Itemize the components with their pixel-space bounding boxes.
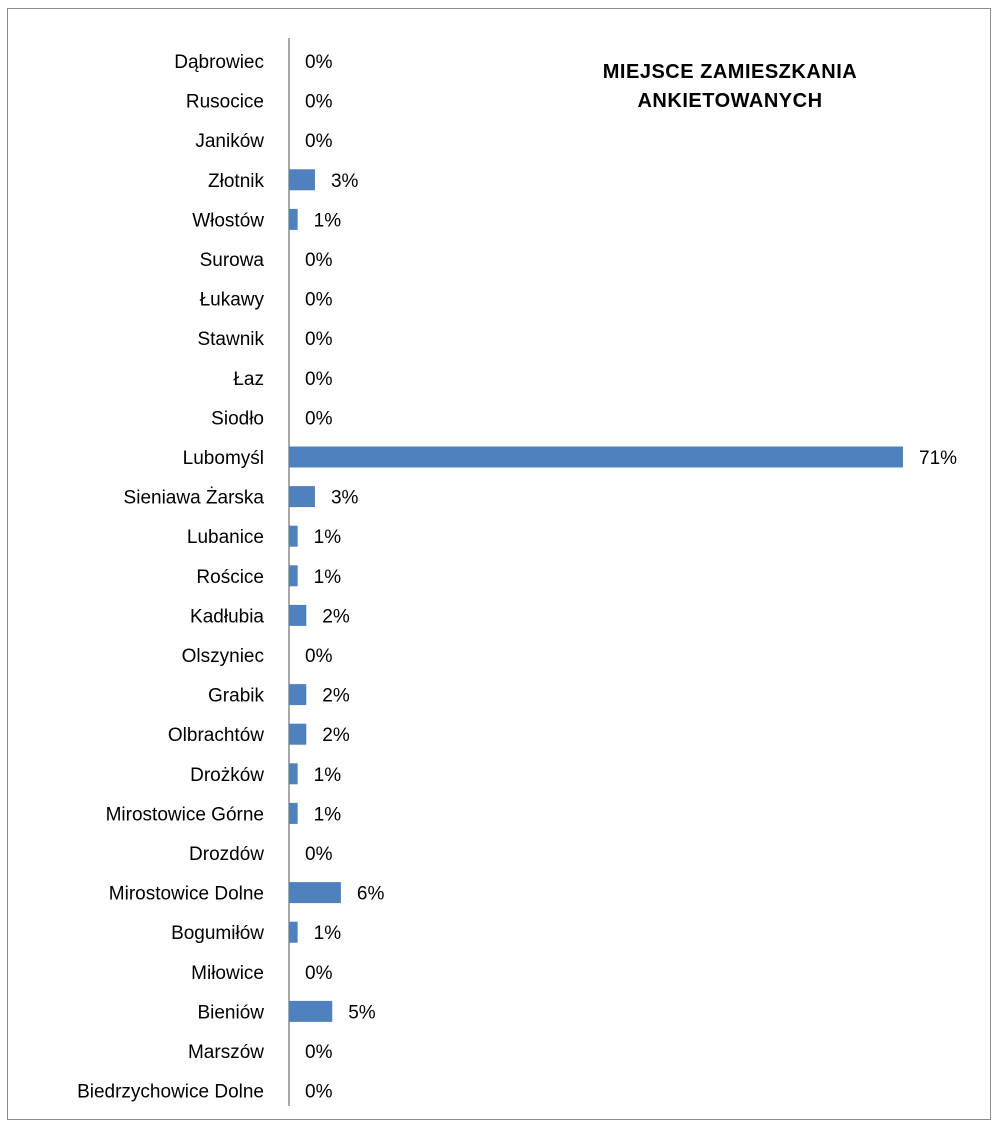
data-label: 1% [314,923,342,944]
data-label: 0% [305,290,333,311]
bar [289,447,903,468]
bar [289,803,298,824]
category-label: Łukawy [200,290,265,311]
category-label: Biedrzychowice Dolne [77,1082,264,1103]
category-label: Bogumiłów [171,923,264,944]
category-label: Rościce [196,567,264,588]
bar [289,526,298,547]
data-label: 0% [305,329,333,350]
data-label: 2% [322,725,350,746]
category-label: Surowa [200,250,265,271]
category-label: Włostów [192,210,264,231]
data-label: 0% [305,369,333,390]
data-label: 3% [331,171,359,192]
category-label: Drożków [190,765,264,786]
data-label: 1% [314,765,342,786]
data-label: 0% [305,963,333,984]
bar [289,763,298,784]
bar [289,486,315,507]
category-label: Marszów [188,1042,264,1063]
category-label: Złotnik [208,171,264,192]
category-label: Mirostowice Dolne [109,884,264,905]
category-label: Rusocice [186,92,264,113]
data-label: 0% [305,646,333,667]
category-label: Łaz [233,369,264,390]
category-label: Miłowice [191,963,264,984]
category-label: Olszyniec [182,646,264,667]
data-label: 0% [305,844,333,865]
data-label: 0% [305,92,333,113]
category-label: Drozdów [189,844,264,865]
category-label: Lubomyśl [183,448,264,469]
data-label: 1% [314,210,342,231]
data-label: 2% [322,686,350,707]
data-label: 3% [331,488,359,509]
data-label: 71% [919,448,957,469]
data-label: 2% [322,606,350,627]
category-label: Sieniawa Żarska [124,488,265,509]
category-label: Stawnik [197,329,264,350]
data-label: 1% [314,527,342,548]
category-label: Janików [195,131,264,152]
data-label: 0% [305,250,333,271]
bar [289,605,306,626]
data-label: 0% [305,408,333,429]
bar [289,724,306,745]
category-label: Siodło [211,408,264,429]
category-label: Dąbrowiec [174,52,264,73]
data-label: 5% [348,1002,376,1023]
category-label: Bieniów [197,1002,264,1023]
bar [289,684,306,705]
category-label: Olbrachtów [168,725,264,746]
bar [289,922,298,943]
category-label: Grabik [208,686,264,707]
data-label: 0% [305,1042,333,1063]
data-label: 0% [305,52,333,73]
bar [289,882,341,903]
bar [289,565,298,586]
category-label: Lubanice [187,527,264,548]
data-label: 0% [305,1082,333,1103]
bar [289,209,298,230]
data-label: 1% [314,567,342,588]
bar [289,169,315,190]
bar [289,1001,332,1022]
category-label: Kadłubia [190,606,264,627]
category-label: Mirostowice Górne [106,804,264,825]
data-label: 6% [357,884,385,905]
data-label: 0% [305,131,333,152]
data-label: 1% [314,804,342,825]
